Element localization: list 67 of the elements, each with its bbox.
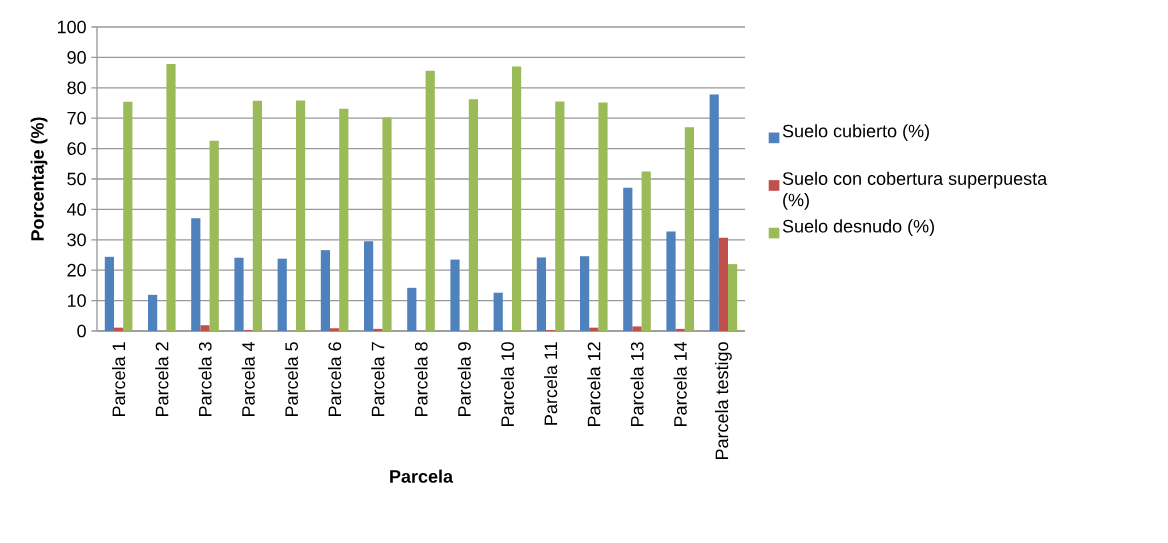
y-tick-label: 30 <box>67 233 86 247</box>
bar <box>425 70 435 331</box>
bar <box>296 100 306 331</box>
bar <box>373 328 383 331</box>
x-tick-label: Parcela 2 <box>155 342 169 416</box>
bar <box>718 237 728 331</box>
x-tick-label: Parcela 13 <box>630 342 644 426</box>
bar <box>166 64 176 331</box>
bar <box>200 325 210 331</box>
bar <box>728 264 738 331</box>
bar <box>684 127 694 331</box>
y-tick-label: 80 <box>67 81 86 95</box>
y-tick-label: 100 <box>57 20 86 34</box>
bar <box>709 94 719 331</box>
bar <box>104 256 114 331</box>
x-tick-label: Parcela 4 <box>241 341 255 416</box>
bar <box>536 257 546 331</box>
y-tick-label: 90 <box>67 51 86 64</box>
x-tick-label: Parcela 10 <box>500 342 514 426</box>
x-tick-label: Parcela 8 <box>414 342 428 416</box>
bar <box>191 218 201 331</box>
bar <box>123 101 133 331</box>
x-tick-label: Parcela testigo <box>715 342 732 459</box>
bar <box>675 328 685 331</box>
y-tick-label: 70 <box>67 111 86 125</box>
bar <box>407 287 417 331</box>
x-tick-label: Parcela 1 <box>111 342 126 416</box>
bar <box>468 99 478 331</box>
y-tick-label: 50 <box>67 172 86 186</box>
bar <box>277 258 287 331</box>
bar <box>493 292 503 331</box>
bar <box>330 328 340 331</box>
y-tick-label: 40 <box>67 203 86 216</box>
x-tick-label: Parcela 12 <box>587 342 601 426</box>
bar <box>632 326 642 331</box>
legend-label: Suelo desnudo (%) <box>782 219 934 237</box>
bar <box>234 257 244 331</box>
x-tick-label: Parcela 3 <box>198 342 212 416</box>
bar <box>320 250 330 331</box>
bar <box>450 259 460 331</box>
x-tick-label: Parcela 5 <box>284 342 298 416</box>
bar <box>555 101 565 331</box>
bar <box>666 231 676 331</box>
y-axis-title: Porcentaje (%) <box>30 117 48 241</box>
legend-label: Suelo con cobertura superpuesta (%) <box>782 171 1048 210</box>
bar <box>512 66 522 331</box>
x-tick-label: Parcela 11 <box>543 342 558 425</box>
x-axis-title: Parcela <box>390 469 454 483</box>
x-tick-label: Parcela 14 <box>673 341 687 426</box>
bar <box>209 140 219 331</box>
bar <box>364 241 374 331</box>
y-tick-label: 20 <box>67 263 86 277</box>
bar <box>252 100 262 331</box>
legend-label: Suelo cubierto (%) <box>782 124 929 141</box>
bar <box>623 187 633 331</box>
bar <box>641 171 651 331</box>
bar <box>339 108 349 331</box>
y-tick-label: 0 <box>77 324 86 338</box>
bar <box>580 256 590 331</box>
x-tick-label: Parcela 7 <box>371 342 385 416</box>
bar <box>148 294 158 331</box>
bar <box>598 102 608 331</box>
y-tick-label: 10 <box>67 294 86 307</box>
y-tick-label: 60 <box>67 142 86 155</box>
x-tick-label: Parcela 6 <box>327 342 342 416</box>
bar <box>382 117 392 331</box>
x-tick-label: Parcela 9 <box>457 342 471 416</box>
